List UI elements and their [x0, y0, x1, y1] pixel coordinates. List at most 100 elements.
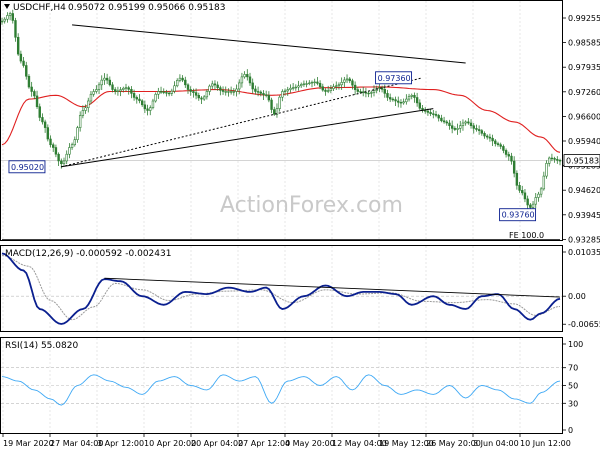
candle-body	[151, 100, 155, 109]
candle-body	[70, 144, 74, 148]
candle-body	[359, 91, 362, 93]
candle-body	[440, 117, 443, 122]
candle-body	[84, 107, 87, 111]
y-axis-ticks: 0.99255 0.98585 0.97935 0.97260 0.96600 0.959…	[562, 14, 600, 435]
time-tick-label: 10 Jun 12:00	[520, 439, 571, 448]
price-labels: 0.95183 0.95020 0.97360 0.93760	[8, 71, 600, 222]
candle-body	[558, 160, 562, 162]
candle-body	[184, 79, 187, 86]
candle-body	[300, 84, 303, 87]
candle-body	[232, 91, 236, 93]
candle-body	[170, 90, 174, 94]
candle-body	[370, 92, 373, 94]
candle-body	[62, 160, 66, 165]
candle-body	[316, 81, 319, 84]
candle-body	[189, 89, 192, 92]
candle-body	[399, 102, 403, 104]
candle-body	[256, 91, 260, 93]
candle-body	[200, 97, 203, 100]
candle-body	[542, 175, 546, 190]
candle-body	[267, 94, 271, 101]
candle-body	[251, 82, 254, 90]
candle-body	[415, 97, 419, 104]
candle-body	[243, 74, 246, 78]
candle-body	[119, 89, 122, 92]
candle-body	[297, 85, 300, 88]
time-tick-label: 3 Apr 12:00	[97, 439, 144, 448]
candle-body	[286, 89, 289, 92]
time-tick-label: 4 May 20:00	[285, 439, 335, 448]
symbol-label: USDCHF,H4	[13, 3, 66, 13]
candle-body	[337, 84, 341, 87]
candle-body	[335, 85, 338, 87]
fe-label: FE 100.0	[509, 231, 544, 240]
candle-body	[521, 190, 524, 194]
candle-body	[197, 94, 200, 99]
candle-body	[294, 86, 298, 89]
candle-body	[418, 102, 422, 109]
candle-body	[78, 115, 82, 128]
candle-body	[100, 79, 103, 86]
candle-body	[108, 79, 112, 86]
candle-body	[221, 90, 225, 92]
candle-body	[388, 97, 392, 100]
candle-body	[386, 93, 389, 98]
time-tick-label: 10 Apr 20:00	[144, 439, 196, 448]
candle-body	[281, 91, 284, 98]
candle-body	[442, 120, 446, 123]
candle-body	[154, 93, 157, 102]
candle-body	[264, 94, 268, 96]
candle-body	[132, 93, 136, 98]
candle-body	[33, 91, 36, 97]
candle-body	[362, 91, 365, 93]
candle-body	[512, 160, 516, 174]
rsi-title: RSI(14) 55.0820	[5, 341, 78, 351]
triangle-icon	[4, 4, 10, 9]
gridlines	[1, 1, 562, 433]
macd-tick-label: 0.010358	[568, 248, 600, 257]
candle-body	[553, 158, 556, 160]
candle-body	[135, 97, 138, 100]
candle-body	[548, 157, 551, 164]
candle-body	[65, 153, 68, 162]
candle-body	[472, 125, 475, 129]
candle-body	[273, 109, 276, 115]
candle-body	[488, 136, 492, 139]
candle-body	[176, 80, 179, 87]
candle-body	[345, 78, 349, 81]
candle-body	[507, 154, 510, 157]
price-label-text: 0.95020	[11, 163, 44, 172]
candle-body	[124, 87, 128, 89]
candle-body	[523, 192, 527, 200]
candle-body	[22, 60, 25, 66]
candle-body	[11, 13, 14, 21]
candle-body	[367, 92, 370, 95]
last-price-box	[563, 154, 600, 167]
candle-body	[351, 80, 354, 86]
candle-body	[545, 163, 548, 177]
candle-body	[8, 13, 12, 16]
candle-body	[173, 85, 176, 92]
candle-body	[254, 88, 257, 92]
rsi-tick-label: 50	[568, 382, 578, 391]
candle-body	[537, 193, 540, 198]
macd-lines	[1, 252, 561, 325]
candle-body	[464, 121, 467, 124]
candle-body	[445, 121, 448, 124]
candle-body	[49, 138, 52, 146]
candle-body	[60, 160, 63, 165]
candle-body	[27, 75, 31, 88]
price-tick-label: 0.97260	[568, 88, 600, 97]
candle-body	[275, 108, 279, 115]
candle-body	[494, 140, 497, 144]
macd-title: MACD(12,26,9) -0.000592 -0.002431	[5, 249, 171, 259]
price-tick-label: 0.97935	[568, 63, 600, 72]
candle-body	[259, 91, 262, 94]
candle-body	[54, 147, 58, 155]
candle-body	[343, 79, 346, 83]
candle-body	[407, 96, 411, 100]
candle-body	[165, 92, 168, 94]
candle-body	[216, 84, 219, 88]
macd-tick-label: -0.006553	[568, 320, 600, 329]
